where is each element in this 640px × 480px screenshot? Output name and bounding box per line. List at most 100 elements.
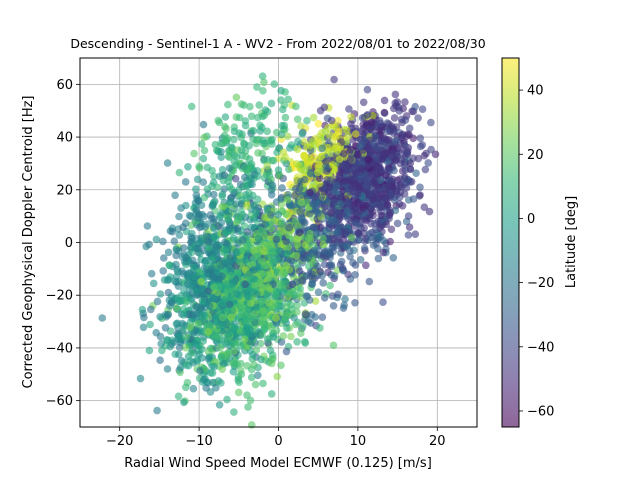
scatter-point	[239, 236, 247, 244]
scatter-point	[168, 227, 177, 236]
scatter-point	[353, 150, 362, 159]
scatter-point	[171, 191, 179, 200]
scatter-point	[295, 228, 304, 237]
scatter-point	[353, 209, 361, 218]
scatter-point	[184, 163, 192, 171]
scatter-point	[278, 121, 286, 130]
scatter-point	[380, 108, 389, 117]
scatter-point	[351, 204, 360, 212]
scatter-point	[249, 127, 258, 135]
scatter-point	[195, 268, 204, 277]
y-tick-label: −40	[46, 341, 73, 356]
scatter-point	[352, 218, 360, 227]
scatter-point	[209, 201, 217, 209]
scatter-point	[333, 142, 342, 150]
scatter-point	[318, 313, 327, 322]
scatter-point	[390, 196, 399, 204]
scatter-point	[301, 219, 309, 227]
scatter-point	[237, 342, 245, 350]
scatter-point	[313, 168, 322, 177]
scatter-point	[235, 113, 244, 122]
scatter-point	[281, 88, 289, 96]
scatter-point	[386, 206, 394, 214]
scatter-point	[275, 170, 283, 179]
scatter-point	[343, 242, 351, 250]
scatter-point	[291, 217, 300, 225]
scatter-point	[228, 306, 237, 315]
scatter-point	[217, 218, 226, 227]
scatter-point	[292, 260, 301, 268]
scatter-point	[351, 299, 359, 307]
scatter-point	[246, 299, 255, 308]
scatter-point	[232, 248, 241, 256]
scatter-point	[358, 140, 366, 149]
scatter-point	[187, 348, 195, 357]
scatter-point	[267, 224, 276, 233]
scatter-point	[263, 335, 272, 344]
scatter-point	[161, 324, 170, 332]
scatter-point	[259, 379, 267, 388]
scatter-point	[420, 203, 429, 211]
scatter-point	[152, 235, 161, 244]
scatter-point	[244, 403, 252, 411]
scatter-point	[177, 204, 185, 212]
scatter-point	[227, 272, 235, 280]
scatter-point	[257, 297, 266, 306]
scatter-point	[282, 347, 291, 356]
scatter-point	[197, 201, 206, 209]
scatter-point	[342, 126, 351, 134]
scatter-point	[218, 313, 227, 322]
scatter-point	[247, 373, 256, 382]
scatter-point	[227, 313, 235, 321]
scatter-point	[145, 346, 154, 355]
scatter-point	[237, 310, 245, 319]
scatter-point	[237, 359, 245, 368]
scatter-point	[293, 235, 302, 243]
scatter-point	[343, 208, 352, 216]
scatter-point	[265, 167, 273, 176]
scatter-point	[147, 305, 155, 314]
scatter-point	[182, 333, 190, 341]
scatter-point	[173, 319, 182, 328]
scatter-point	[156, 313, 164, 321]
scatter-point	[323, 176, 332, 184]
scatter-point	[175, 212, 183, 221]
scatter-point	[199, 154, 208, 163]
scatter-point	[187, 102, 196, 111]
scatter-point	[332, 181, 341, 189]
scatter-point	[243, 228, 252, 236]
scatter-point	[334, 290, 342, 299]
scatter-point	[401, 116, 410, 124]
scatter-point	[316, 324, 324, 332]
scatter-point	[254, 149, 262, 157]
scatter-points	[98, 72, 440, 429]
scatter-point	[334, 228, 342, 236]
scatter-point	[221, 122, 229, 131]
scatter-point	[293, 240, 302, 249]
scatter-point	[295, 267, 304, 275]
scatter-point	[347, 155, 355, 164]
y-tick-label: −20	[46, 289, 73, 304]
scatter-point	[268, 156, 276, 165]
scatter-point	[219, 298, 228, 307]
scatter-point	[371, 219, 379, 228]
scatter-point	[224, 331, 232, 339]
scatter-point	[330, 198, 339, 207]
scatter-point	[200, 193, 209, 202]
scatter-point	[277, 361, 285, 370]
scatter-point	[321, 227, 330, 236]
scatter-point	[296, 184, 304, 193]
scatter-point	[421, 165, 430, 174]
colorbar-tick-label: −60	[527, 404, 554, 419]
scatter-point	[267, 175, 276, 184]
scatter-point	[371, 225, 380, 234]
scatter-point	[218, 365, 226, 374]
scatter-point	[274, 300, 282, 309]
scatter-point	[281, 279, 290, 288]
scatter-point	[323, 251, 332, 259]
scatter-point	[170, 338, 179, 346]
scatter-point	[249, 201, 258, 209]
scatter-point	[377, 211, 385, 220]
colorbar-tick-label: 20	[527, 148, 544, 163]
scatter-point	[172, 304, 181, 312]
